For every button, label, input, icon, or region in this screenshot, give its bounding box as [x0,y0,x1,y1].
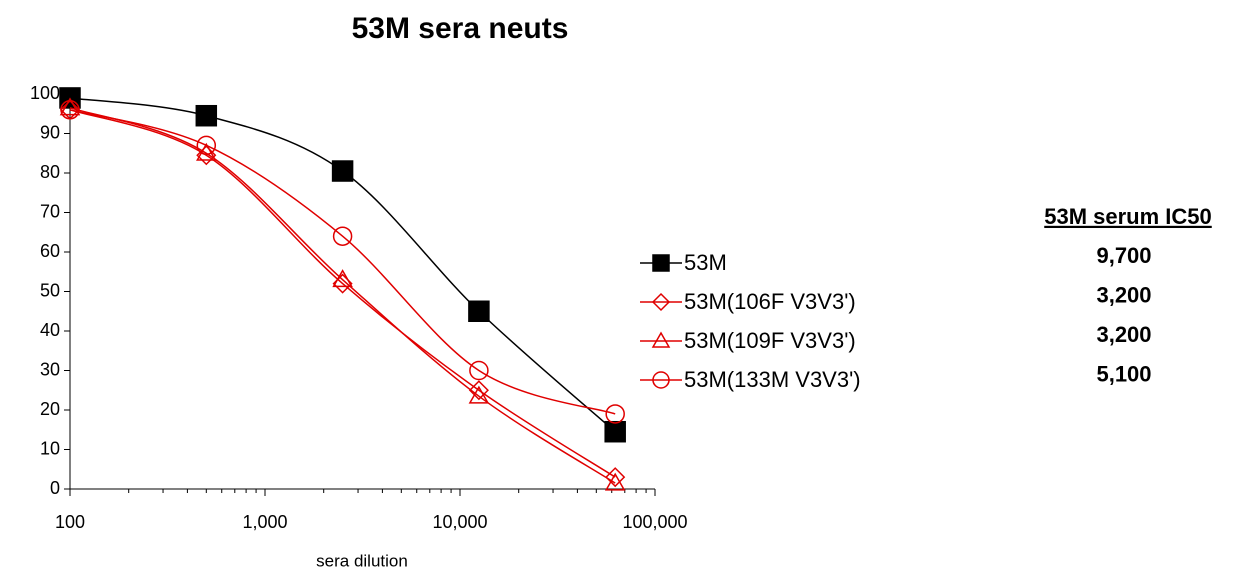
marker [469,360,489,381]
y-tick-label: 0 [50,478,60,498]
table-header: 53M serum IC50 [1044,204,1212,229]
y-tick-label: 50 [40,280,60,300]
legend-marker [652,254,670,272]
legend-label: 53M(133M V3V3') [684,367,861,392]
legend-marker [651,292,671,312]
marker [604,420,626,443]
x-axis-label: sera dilution [316,551,408,570]
legend-label: 53M(109F V3V3') [684,328,856,353]
x-tick-label: 1,000 [242,512,287,532]
table-value: 5,100 [1096,361,1151,386]
marker [468,385,490,404]
y-tick-label: 40 [40,320,60,340]
chart-title: 53M sera neuts [352,12,569,45]
legend-label: 53M(106F V3V3') [684,289,856,314]
marker [468,300,490,322]
table-value: 9,700 [1096,243,1151,268]
y-tick-label: 70 [40,201,60,221]
y-tick-label: 100 [30,83,60,103]
marker [468,380,489,401]
x-tick-label: 100,000 [622,512,687,532]
x-tick-label: 100 [55,512,85,532]
marker [332,269,353,288]
series-line [69,97,616,433]
marker [195,104,218,127]
y-tick-label: 60 [40,241,60,261]
marker [331,160,354,182]
series-line [69,109,616,415]
y-tick-label: 10 [40,438,60,458]
series-line [69,107,616,484]
x-tick-label: 10,000 [432,512,487,532]
legend-label: 53M [684,250,727,275]
y-tick-label: 90 [40,122,60,142]
table-value: 3,200 [1096,322,1151,347]
marker [59,97,81,116]
series-line [69,109,616,478]
legend-marker [652,371,670,389]
legend-marker [651,331,671,348]
marker [196,135,217,156]
y-tick-label: 20 [40,399,60,419]
marker [332,226,353,246]
y-tick-label: 80 [40,162,60,182]
y-tick-label: 30 [40,359,60,379]
marker [60,100,80,120]
table-value: 3,200 [1096,282,1151,307]
marker [605,404,625,424]
marker [196,142,217,161]
marker [605,467,626,488]
marker [604,472,626,491]
